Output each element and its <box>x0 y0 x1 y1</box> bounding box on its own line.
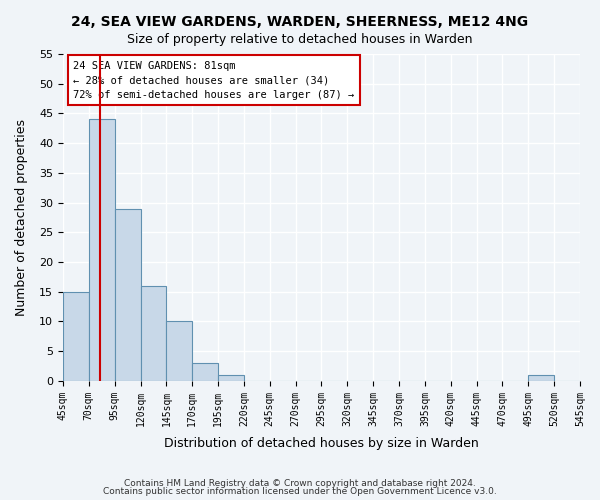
Bar <box>140 286 166 381</box>
Text: Size of property relative to detached houses in Warden: Size of property relative to detached ho… <box>127 32 473 46</box>
Bar <box>115 208 140 381</box>
Bar <box>63 292 89 381</box>
Bar <box>218 375 244 381</box>
Bar <box>192 363 218 381</box>
Bar <box>89 120 115 381</box>
X-axis label: Distribution of detached houses by size in Warden: Distribution of detached houses by size … <box>164 437 479 450</box>
Bar <box>528 375 554 381</box>
Bar <box>166 322 192 381</box>
Text: Contains HM Land Registry data © Crown copyright and database right 2024.: Contains HM Land Registry data © Crown c… <box>124 478 476 488</box>
Text: 24, SEA VIEW GARDENS, WARDEN, SHEERNESS, ME12 4NG: 24, SEA VIEW GARDENS, WARDEN, SHEERNESS,… <box>71 15 529 29</box>
Y-axis label: Number of detached properties: Number of detached properties <box>15 119 28 316</box>
Text: 24 SEA VIEW GARDENS: 81sqm
← 28% of detached houses are smaller (34)
72% of semi: 24 SEA VIEW GARDENS: 81sqm ← 28% of deta… <box>73 60 355 100</box>
Text: Contains public sector information licensed under the Open Government Licence v3: Contains public sector information licen… <box>103 487 497 496</box>
